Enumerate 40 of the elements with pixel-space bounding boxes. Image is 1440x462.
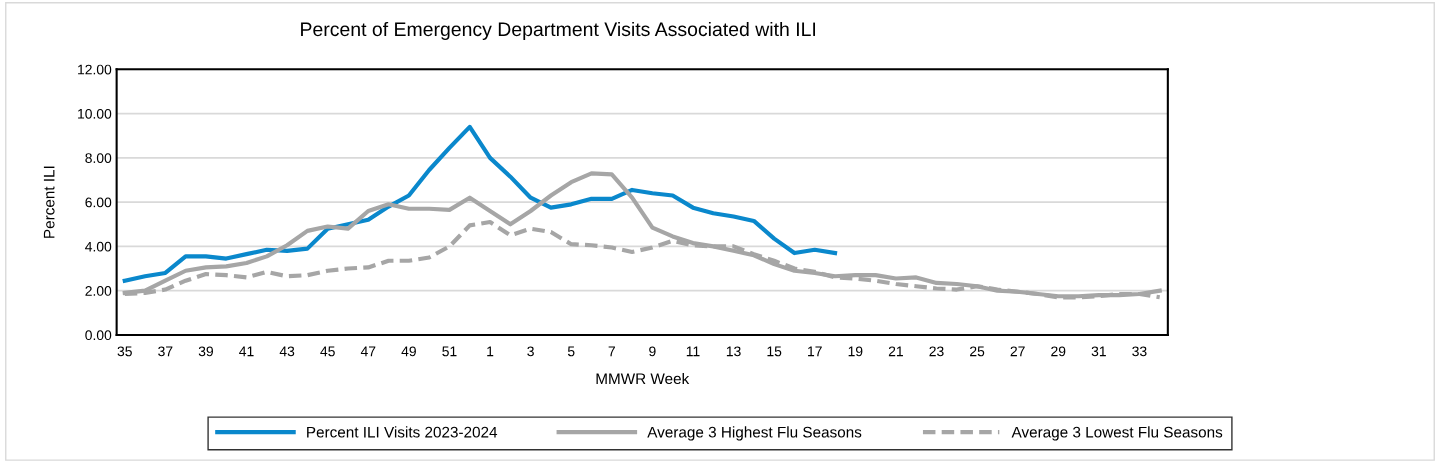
chart-title: Percent of Emergency Department Visits Associated with ILI xyxy=(301,21,816,40)
legend-label: Average 3 Lowest Flu Seasons xyxy=(1011,426,1223,441)
y-tick-label: 0.00 xyxy=(85,330,112,341)
x-tick-label: 7 xyxy=(608,346,615,357)
x-tick-label: 21 xyxy=(888,346,903,357)
x-tick-label: 1 xyxy=(487,346,494,357)
x-tick-label: 15 xyxy=(767,346,782,357)
y-tick-label: 2.00 xyxy=(85,286,112,296)
x-tick-label: 19 xyxy=(848,346,863,357)
x-tick-label: 31 xyxy=(1091,346,1106,357)
x-tick-label: 5 xyxy=(567,346,575,357)
y-tick-label: 8.00 xyxy=(85,153,112,164)
legend-label: Average 3 Highest Flu Seasons xyxy=(647,426,862,441)
x-tick-label: 41 xyxy=(239,346,254,357)
x-tick-label: 13 xyxy=(726,346,741,357)
y-tick-label: 12.00 xyxy=(78,64,112,75)
line-series xyxy=(122,124,838,283)
x-tick-label: 45 xyxy=(320,346,335,357)
x-tick-label: 37 xyxy=(158,346,173,357)
x-tick-label: 11 xyxy=(686,346,700,357)
x-tick-label: 3 xyxy=(527,346,534,357)
x-tick-label: 35 xyxy=(117,346,132,357)
x-tick-label: 39 xyxy=(198,346,213,357)
x-tick-label: 27 xyxy=(1010,346,1025,357)
x-tick-label: 49 xyxy=(401,346,416,357)
x-tick-label: 17 xyxy=(808,346,822,357)
y-tick-label: 10.00 xyxy=(78,108,112,119)
x-tick-label: 23 xyxy=(929,346,944,357)
x-axis-title: MMWR Week xyxy=(596,372,690,385)
x-tick-label: 47 xyxy=(360,346,376,357)
y-tick-label: 6.00 xyxy=(85,197,112,208)
legend-label: Percent ILI Visits 2023-2024 xyxy=(307,426,498,438)
y-tick-label: 4.00 xyxy=(85,241,112,252)
x-tick-label: 9 xyxy=(649,346,656,357)
x-tick-label: 29 xyxy=(1051,346,1066,357)
x-tick-label: 25 xyxy=(970,346,985,357)
x-tick-label: 51 xyxy=(442,346,457,357)
y-axis-title: Percent ILI xyxy=(43,166,55,238)
x-tick-label: 43 xyxy=(279,346,295,357)
x-tick-label: 33 xyxy=(1132,346,1147,357)
